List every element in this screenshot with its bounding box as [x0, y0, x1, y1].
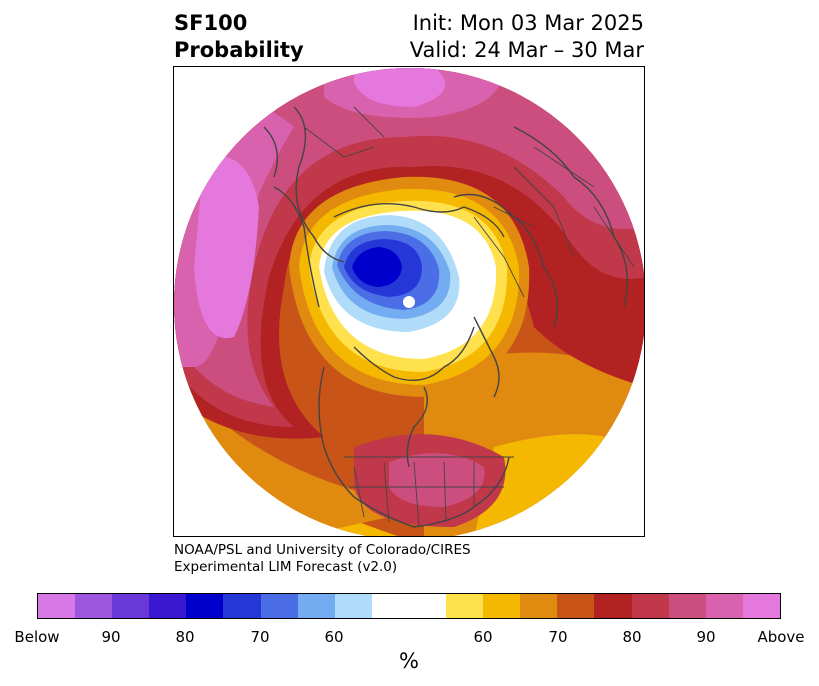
- colorbar-swatch: [408, 594, 447, 618]
- colorbar-swatch: [186, 594, 224, 618]
- colorbar-swatch: [631, 594, 669, 618]
- colorbar-swatch: [75, 594, 113, 618]
- colorbar-swatch: [594, 594, 632, 618]
- colorbar-swatch: [38, 594, 76, 618]
- credit-line-2: Experimental LIM Forecast (v2.0): [174, 559, 398, 575]
- field-pole-marker: [403, 296, 415, 308]
- field-pink-belt: [174, 68, 644, 407]
- credit-text: NOAA/PSL and University of Colorado/CIRE…: [174, 542, 471, 576]
- colorbar-tick-label: 60: [324, 628, 344, 646]
- probability-title: Probability: [174, 38, 304, 62]
- colorbar-swatch: [742, 594, 780, 618]
- variable-title: SF100: [174, 11, 248, 35]
- colorbar-swatch: [371, 594, 409, 618]
- field-violet-north: [354, 68, 446, 107]
- colorbar-tick-label: 80: [622, 628, 642, 646]
- title-right: Init: Mon 03 Mar 2025 Valid: 24 Mar – 30…: [410, 10, 644, 64]
- colorbar-swatch: [334, 594, 372, 618]
- map-panel: [173, 66, 645, 537]
- colorbar-tick-label: 60: [473, 628, 493, 646]
- colorbar-tick-label: 70: [548, 628, 568, 646]
- colorbar-tick-label: Above: [757, 628, 805, 646]
- colorbar-unit-label: %: [399, 649, 419, 673]
- colorbar-tick-label: 80: [175, 628, 195, 646]
- colorbar-tick-label: Below: [14, 628, 60, 646]
- colorbar-swatch: [260, 594, 298, 618]
- colorbar-swatch: [483, 594, 521, 618]
- colorbar-swatch: [557, 594, 595, 618]
- colorbar-swatch: [149, 594, 187, 618]
- valid-range: Valid: 24 Mar – 30 Mar: [409, 38, 644, 62]
- colorbar-swatch: [520, 594, 558, 618]
- title-left: SF100 Probability: [174, 10, 304, 64]
- colorbar-swatch: [297, 594, 335, 618]
- colorbar-tick-label: 90: [101, 628, 121, 646]
- colorbar-swatch: [705, 594, 743, 618]
- forecast-map: [174, 68, 644, 536]
- field-pink-north-america: [389, 453, 485, 507]
- political-borders: [303, 106, 635, 528]
- colorbar-tick-label: 90: [696, 628, 716, 646]
- colorbar-swatch: [112, 594, 150, 618]
- colorbar-swatch: [668, 594, 706, 618]
- colorbar-tick-label: 70: [250, 628, 270, 646]
- colorbar-swatch: [223, 594, 261, 618]
- coastlines: [263, 106, 644, 528]
- init-date: Init: Mon 03 Mar 2025: [412, 11, 644, 35]
- colorbar: [37, 593, 781, 619]
- field-blue-core: [352, 247, 402, 287]
- colorbar-swatch: [446, 594, 484, 618]
- credit-line-1: NOAA/PSL and University of Colorado/CIRE…: [174, 542, 471, 558]
- field-violet-west: [194, 155, 259, 339]
